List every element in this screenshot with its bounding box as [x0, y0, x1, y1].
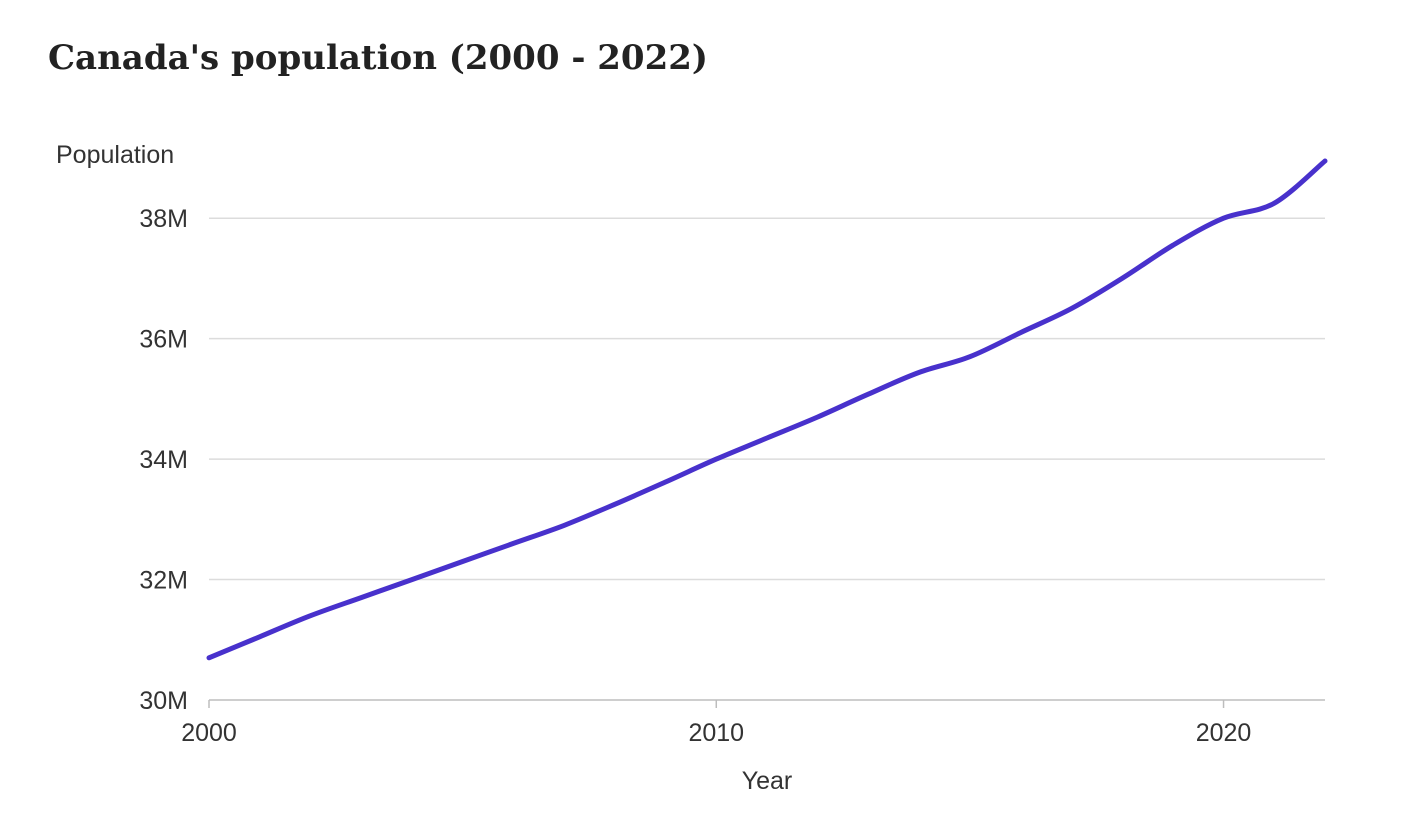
x-tick-label: 2000	[181, 719, 237, 747]
y-tick-labels: 30M 32M 34M 36M 38M	[139, 205, 188, 715]
y-tick-label: 36M	[139, 326, 188, 354]
x-tick-label: 2020	[1196, 719, 1252, 747]
x-axis-title: Year	[742, 767, 793, 795]
y-tick-label: 30M	[139, 687, 188, 715]
x-ticks: 2000 2010 2020	[181, 700, 1251, 747]
y-axis-title: Population	[56, 141, 174, 169]
chart-title: Canada's population (2000 - 2022)	[48, 38, 708, 78]
series-line	[206, 158, 1328, 661]
y-tick-label: 34M	[139, 446, 188, 474]
y-tick-label: 38M	[139, 205, 188, 233]
y-tick-label: 32M	[139, 567, 188, 595]
grid-lines	[209, 217, 1325, 581]
x-tick-label: 2010	[688, 719, 744, 747]
